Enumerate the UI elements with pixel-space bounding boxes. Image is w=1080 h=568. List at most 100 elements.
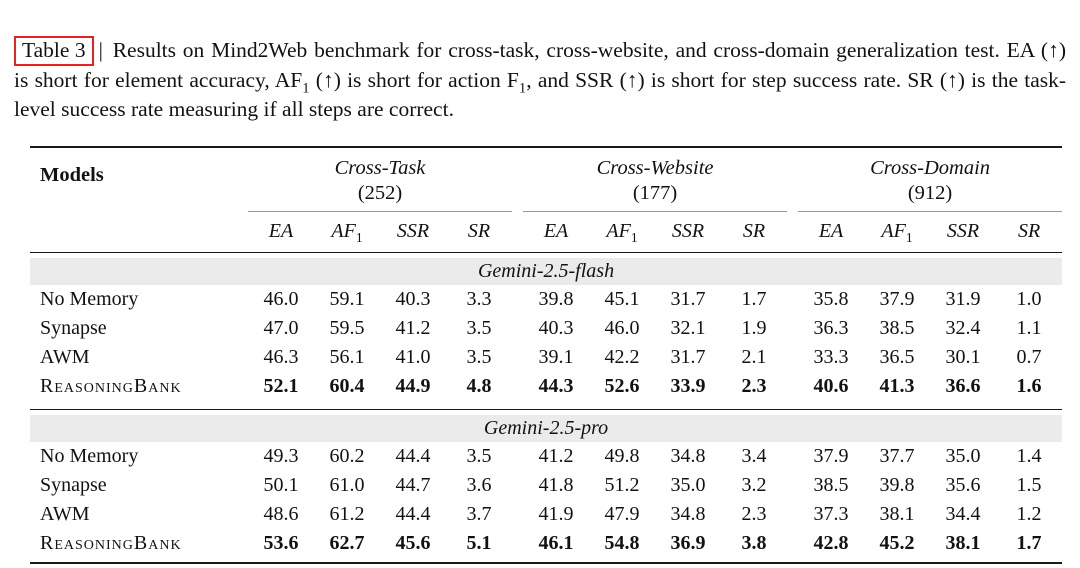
column-header-sr: SR [446,211,513,253]
value-cell: 50.1 [263,473,299,496]
value-cell: 41.8 [538,473,574,496]
group-name: Cross-Task [334,156,426,179]
metric-subscript: 1 [905,229,913,245]
value-cell: 36.3 [813,316,849,339]
value-cell: 44.9 [395,374,431,397]
group-header-cross-domain: Cross-Domain (912) [798,146,1063,212]
value-cell: 1.4 [1016,444,1042,467]
value-cell: 61.0 [329,473,365,496]
metric-label: SR [467,219,491,242]
group-header-cross-website: Cross-Website (177) [523,146,788,212]
column-gap [787,442,798,471]
value-cell: 34.4 [945,502,981,525]
column-gap [512,500,523,529]
group-count: (177) [632,181,678,204]
value-cell: 3.4 [741,444,767,467]
value-cell: 37.3 [813,502,849,525]
value-cell: 33.9 [670,374,706,397]
value-cell: 38.1 [879,502,915,525]
value-cell: 40.3 [395,287,431,310]
value-cell: 0.7 [1016,345,1042,368]
model-name-cell: No Memory [40,287,139,310]
column-gap [787,471,798,500]
value-cell: 30.1 [945,345,981,368]
results-table: Models Cross-Task (252) Cross-Website (1… [30,145,1063,564]
value-cell: 61.2 [329,502,365,525]
value-cell: 40.3 [538,316,574,339]
column-header-ssr: SSR [930,211,997,253]
metric-label: EA [268,219,294,242]
column-header-ea: EA [523,211,590,253]
group-header-cross-task: Cross-Task (252) [248,146,513,212]
value-cell: 59.5 [329,316,365,339]
metric-subscript: 1 [630,229,638,245]
section-title: Gemini-2.5-flash [30,257,1063,285]
value-cell: 3.5 [466,345,492,368]
metric-subheader-row: EA AF1 SSR SR EA AF1 SSR SR EA AF1 SSR SR [30,211,1063,253]
value-cell: 31.7 [670,345,706,368]
column-header-af1: AF1 [314,211,380,253]
value-cell: 35.8 [813,287,849,310]
value-cell: 41.9 [538,502,574,525]
value-cell: 37.9 [813,444,849,467]
column-gap [512,343,523,372]
metric-label: EA [543,219,569,242]
caption-text-segment: (↑) is short for action F [309,67,519,92]
table-row: AWM 46.3 56.1 41.0 3.5 39.1 42.2 31.7 2.1 33.3 36.… [30,343,1062,372]
table-row: No Memory 49.3 60.2 44.4 3.5 41.2 49.8 34.8 3.4 3… [30,442,1062,471]
table-caption-text: Results on Mind2Web benchmark for cross-… [14,38,1066,121]
value-cell: 32.4 [945,316,981,339]
group-count: (912) [907,181,953,204]
caption-subscript: 1 [302,79,310,96]
group-count: (252) [357,181,403,204]
column-header-sr: SR [721,211,788,253]
value-cell: 1.2 [1016,502,1042,525]
section-title: Gemini-2.5-pro [30,414,1063,442]
table-label-highlight-box: Table 3 [14,35,94,66]
value-cell: 44.3 [538,374,574,397]
value-cell: 3.3 [466,287,492,310]
metric-label: SSR [671,219,705,242]
column-gap [787,285,798,314]
value-cell: 1.7 [741,287,767,310]
value-cell: 60.2 [329,444,365,467]
value-cell: 51.2 [604,473,640,496]
column-header-ssr: SSR [380,211,446,253]
column-gap [787,314,798,343]
value-cell: 48.6 [263,502,299,525]
results-table-figure: Models Cross-Task (252) Cross-Website (1… [30,145,1080,564]
value-cell: 2.3 [741,502,767,525]
value-cell: 44.7 [395,473,431,496]
value-cell: 41.3 [879,374,915,397]
paper-page: { "colors": { "highlight_red": "#e8231e"… [0,21,1080,568]
model-name-cell: Synapse [40,316,107,339]
value-cell: 52.6 [604,374,640,397]
value-cell: 40.6 [813,374,849,397]
value-cell: 46.3 [263,345,299,368]
column-gap [512,285,523,314]
group-name: Cross-Website [596,156,714,179]
value-cell: 46.0 [263,287,299,310]
value-cell: 39.8 [879,473,915,496]
value-cell: 1.1 [1016,316,1042,339]
caption-text-segment: Results on Mind2Web benchmark for cross-… [14,37,1066,92]
value-cell: 35.6 [945,473,981,496]
value-cell: 3.6 [466,473,492,496]
value-cell: 44.4 [395,444,431,467]
value-cell: 39.8 [538,287,574,310]
value-cell: 31.9 [945,287,981,310]
column-header-ea: EA [798,211,865,253]
metric-label: AF [331,219,356,242]
model-name-cell: No Memory [40,444,139,467]
value-cell: 31.7 [670,287,706,310]
caption-subscript: 1 [518,79,527,96]
value-cell: 3.2 [741,473,767,496]
value-cell: 41.2 [538,444,574,467]
value-cell: 32.1 [670,316,706,339]
group-name: Cross-Domain [870,156,991,179]
value-cell: 33.3 [813,345,849,368]
column-gap [787,343,798,372]
table-row: No Memory 46.0 59.1 40.3 3.3 39.8 45.1 31.7 1.7 3… [30,285,1062,314]
value-cell: 49.8 [604,444,640,467]
value-cell: 44.4 [395,502,431,525]
